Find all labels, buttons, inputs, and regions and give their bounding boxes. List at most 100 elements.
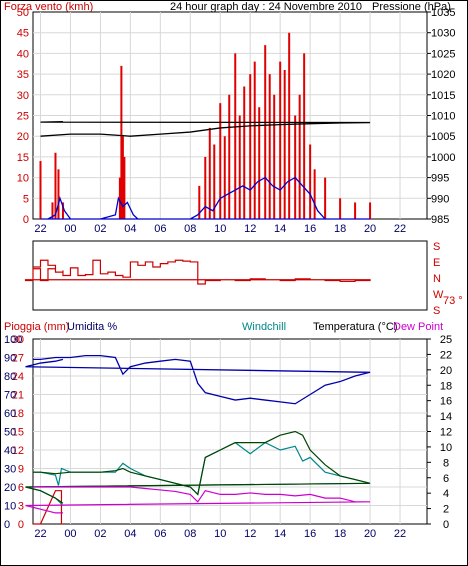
- wind-tick-label: 50: [17, 7, 29, 19]
- wind-y-ticks: 0 5 10 15 20 25 30 35 40 45 50: [17, 7, 29, 226]
- wind-x-tick-label: 20: [364, 223, 376, 235]
- temp-tick-label: 10: [440, 442, 452, 454]
- temp-x-tick-label: 16: [304, 528, 316, 540]
- wind-tick-label: 30: [17, 90, 29, 102]
- temp-right-ticks: 0 2 4 6 8 10 12 14 16 18 20 22 25: [427, 334, 452, 531]
- temp-tick-label: 2: [443, 504, 449, 516]
- pressure-tick-label: 1015: [431, 90, 455, 102]
- pressure-tick-label: 1020: [431, 69, 455, 81]
- rain-line: [33, 490, 63, 525]
- pressure-line: [40, 121, 371, 137]
- temp-x-tick-label: 00: [64, 528, 76, 540]
- wind-tick-label: 45: [17, 28, 29, 40]
- temp-x-tick-label: 12: [244, 528, 256, 540]
- wind-x-tick-label: 08: [184, 223, 196, 235]
- pressure-tick-label: 990: [431, 193, 449, 205]
- wind-x-tick-label: 00: [64, 223, 76, 235]
- rain-tick-label: 3: [18, 501, 24, 513]
- rain-tick-label: 30: [12, 334, 24, 346]
- pressure-tick-label: 1030: [431, 28, 455, 40]
- temperature-line: [25, 430, 371, 504]
- humidity-tick-label: 70: [4, 390, 16, 402]
- temp-x-tick-label: 10: [214, 528, 226, 540]
- wind-tick-label: 10: [17, 173, 29, 185]
- direction-trace: [24, 259, 371, 285]
- wind-tick-label: 20: [17, 131, 29, 143]
- temp-x-tick-label: 14: [274, 528, 286, 540]
- temp-lines: [25, 354, 371, 525]
- humidity-tick-label: 20: [4, 482, 16, 494]
- wind-x-tick-label: 22: [394, 223, 406, 235]
- direction-tick-label: S: [433, 305, 440, 317]
- wind-average-line: [40, 176, 371, 220]
- wind-x-tick-label: 14: [274, 223, 286, 235]
- humidity-axis-title: Umidita %: [67, 321, 117, 333]
- temp-x-tick-label: 04: [124, 528, 136, 540]
- pressure-tick-label: 1025: [431, 48, 455, 60]
- temp-tick-label: 20: [440, 365, 452, 377]
- wind-x-tick-label: 04: [124, 223, 136, 235]
- direction-degree-label: 73 °: [443, 295, 463, 307]
- wind-axis-title: Forza vento (kmh): [4, 1, 93, 13]
- temp-x-tick-label: 22: [394, 528, 406, 540]
- wind-tick-label: 35: [17, 69, 29, 81]
- wind-tick-label: 15: [17, 152, 29, 164]
- direction-tick-label: W: [433, 289, 444, 301]
- direction-tick-label: S: [433, 241, 440, 253]
- chart-title: 24 hour graph day : 24 Novembre 2010: [170, 1, 362, 13]
- temp-x-tick-label: 02: [94, 528, 106, 540]
- pressure-tick-label: 1005: [431, 131, 455, 143]
- temp-tick-label: 4: [443, 488, 449, 500]
- wind-bars: [39, 32, 372, 219]
- wind-x-tick-label: 16: [304, 223, 316, 235]
- temp-x-tick-label: 08: [184, 528, 196, 540]
- temp-x-tick-label: 20: [364, 528, 376, 540]
- rain-axis-title: Pioggia (mm): [4, 321, 69, 333]
- temp-tick-label: 0: [443, 519, 449, 531]
- temp-tick-label: 12: [440, 427, 452, 439]
- temp-tick-label: 22: [440, 349, 452, 361]
- dewpoint-legend: Dew Point: [393, 321, 443, 333]
- pressure-tick-label: 985: [431, 214, 449, 226]
- temp-x-ticks: 22 00 02 04 06 08 10 12 14 16 18 20 22: [34, 528, 406, 540]
- wind-lines: [40, 121, 371, 220]
- temperature-legend: Temperatura (°C): [313, 321, 397, 333]
- temp-tick-label: 8: [443, 457, 449, 469]
- humidity-tick-label: 90: [4, 353, 16, 365]
- rain-tick-label: 9: [18, 464, 24, 476]
- windchill-legend: Windchill: [242, 321, 286, 333]
- temp-grid: [33, 339, 427, 524]
- humidity-tick-label: 60: [4, 408, 16, 420]
- rain-tick-label: 27: [12, 353, 24, 365]
- rain-tick-label: 6: [18, 482, 24, 494]
- direction-tick-label: N: [433, 273, 441, 285]
- wind-x-tick-label: 18: [334, 223, 346, 235]
- pressure-tick-label: 995: [431, 173, 449, 185]
- pressure-y-ticks: 985 990 995 1000 1005 1010 1015 1020 1025 1030 103…: [427, 7, 455, 226]
- wind-pressure-panel: Forza vento (kmh) 24 hour graph day : 24…: [4, 1, 455, 235]
- humidity-tick-label: 30: [4, 464, 16, 476]
- wind-tick-label: 5: [23, 193, 29, 205]
- humidity-tick-label: 0: [4, 519, 10, 531]
- rain-tick-label: 12: [12, 445, 24, 457]
- wind-x-tick-label: 06: [154, 223, 166, 235]
- wind-x-ticks: 22 00 02 04 06 08 10 12 14 16 18 20 22: [34, 223, 406, 235]
- rain-tick-label: 18: [12, 408, 24, 420]
- wind-tick-label: 40: [17, 48, 29, 60]
- wind-x-tick-label: 12: [244, 223, 256, 235]
- temp-x-tick-label: 06: [154, 528, 166, 540]
- wind-tick-label: 0: [23, 214, 29, 226]
- pressure-axis-title: Pressione (hPa): [372, 1, 451, 13]
- temp-x-tick-label: 18: [334, 528, 346, 540]
- direction-line: [24, 259, 371, 285]
- temp-tick-label: 14: [440, 411, 452, 423]
- rain-tick-label: 0: [18, 519, 24, 531]
- wind-x-tick-label: 02: [94, 223, 106, 235]
- wind-x-tick-label: 22: [34, 223, 46, 235]
- direction-tick-label: E: [433, 257, 440, 269]
- pressure-tick-label: 1000: [431, 152, 455, 164]
- rain-tick-label: 15: [12, 427, 24, 439]
